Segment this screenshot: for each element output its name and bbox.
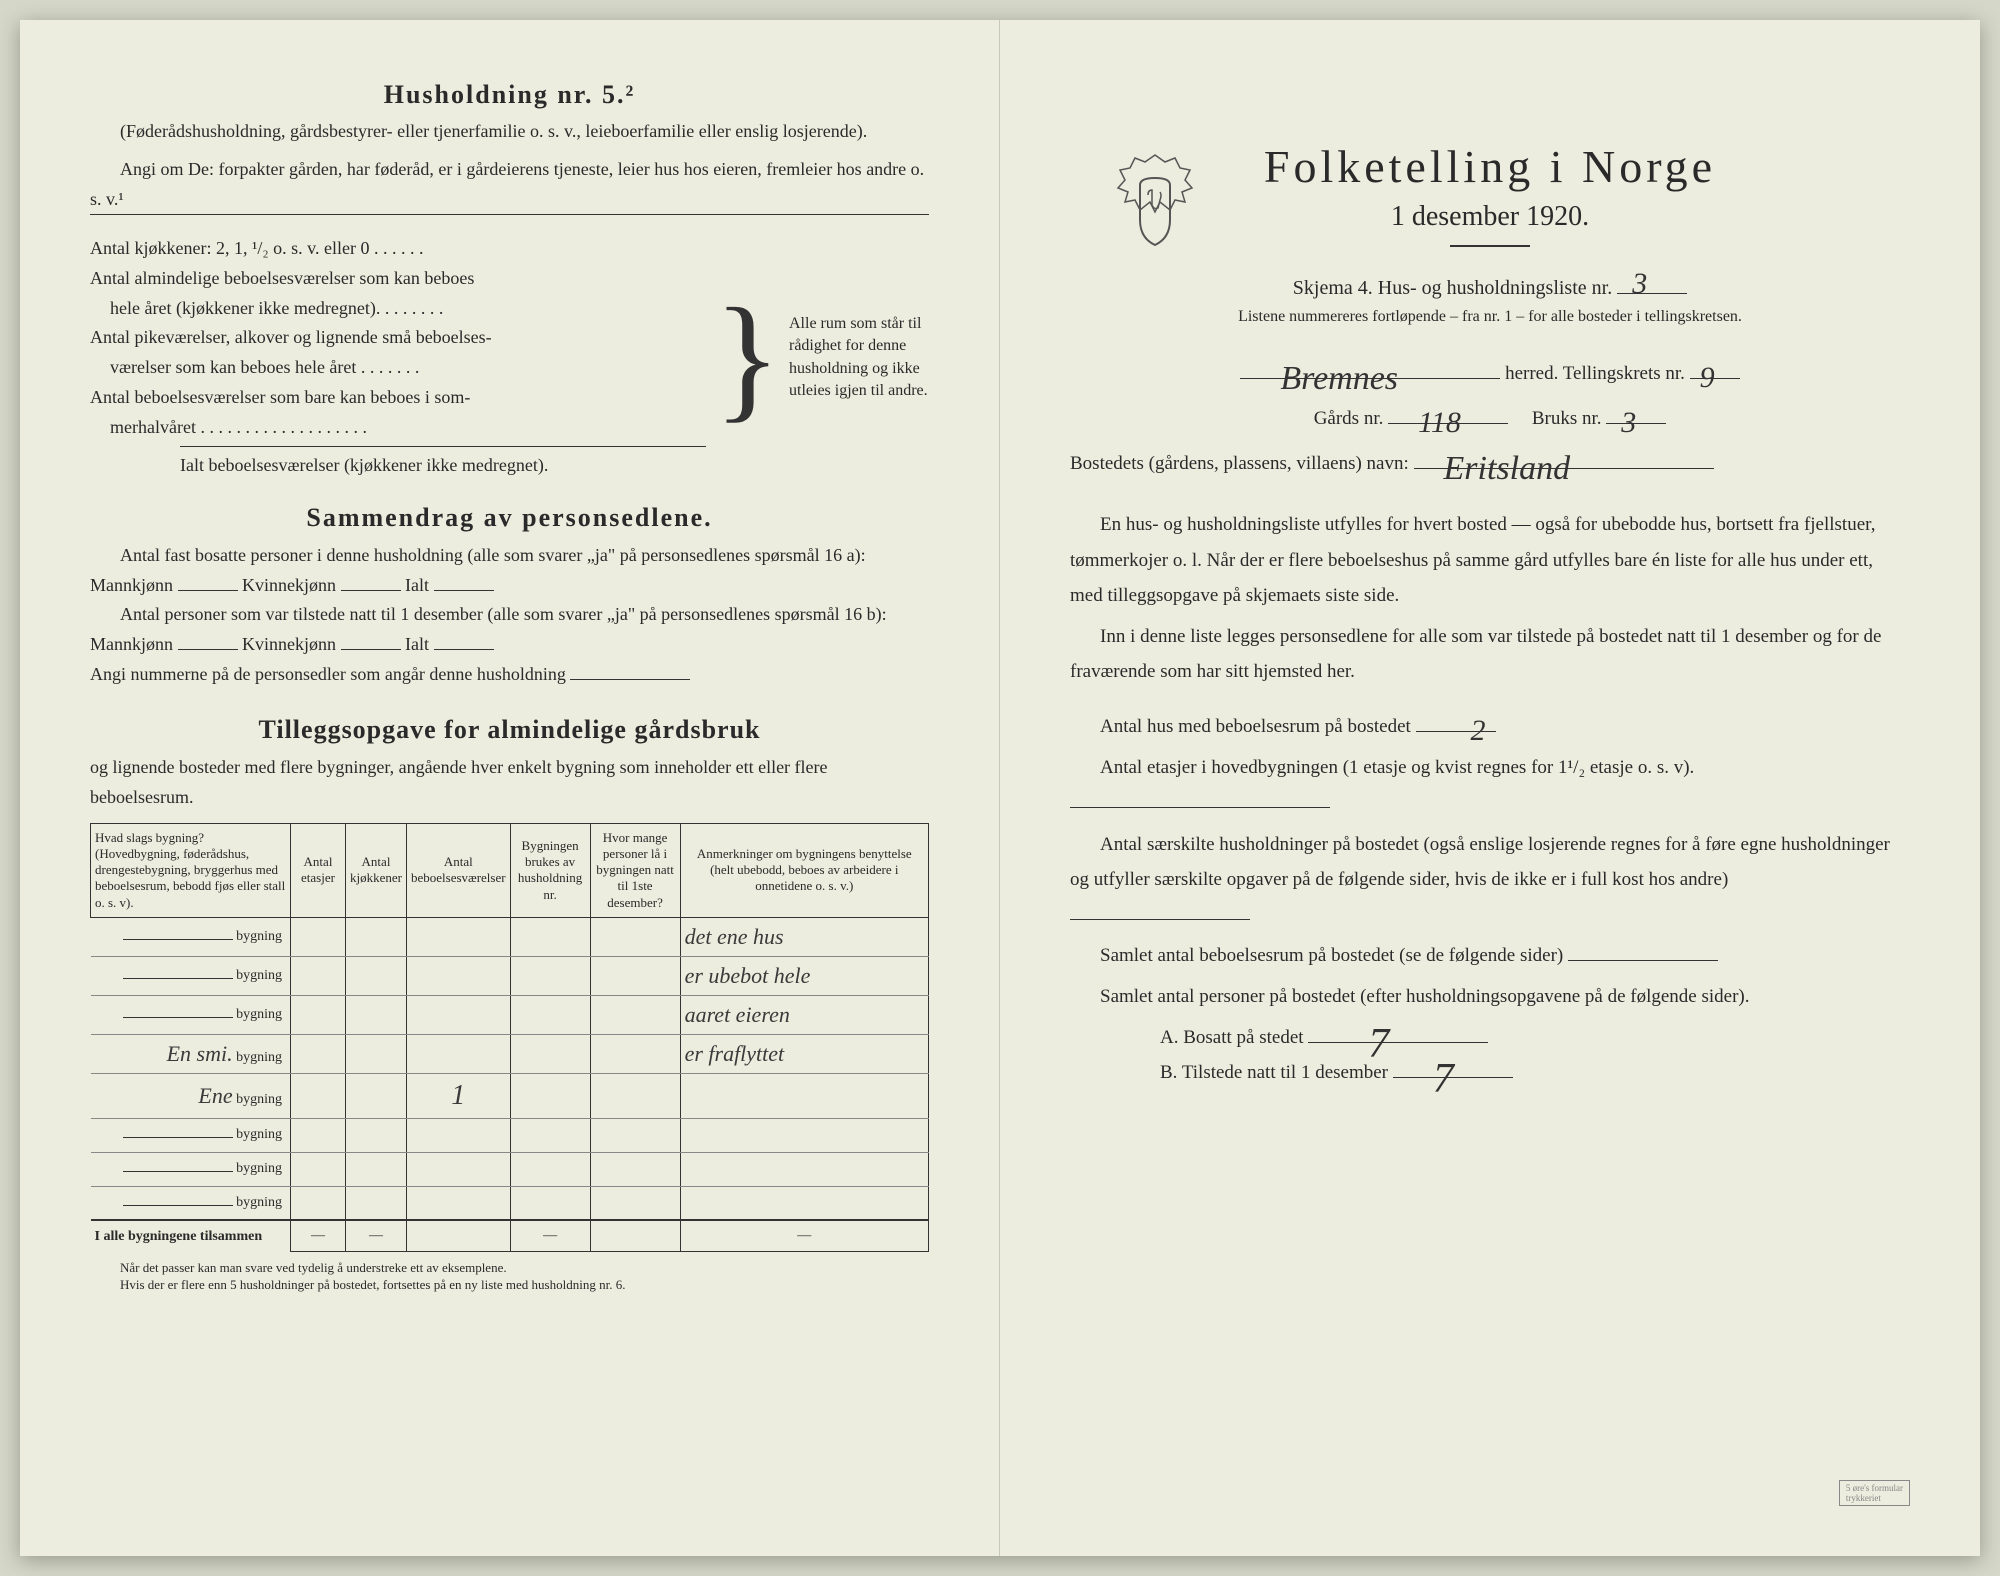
printer-stamp: 5 øre's formulartrykkeriet [1839,1480,1910,1506]
hw-tilstede: 7 [1433,1041,1454,1119]
document-spread: Husholdning nr. 5.² (Føderådshusholdning… [20,20,1980,1556]
col-brukes: Bygningen brukes av husholdning nr. [510,823,590,917]
hw-bosted: Eritsland [1444,438,1571,501]
angi-nummerne: Angi nummerne på de personsedler som ang… [90,660,929,690]
hw-note-2: er ubebot hele [680,956,928,995]
col-etasjer: Antal etasjer [291,823,346,917]
hw-antal-hus: 2 [1441,703,1486,759]
para-1: En hus- og husholdningsliste utfylles fo… [1070,507,1910,612]
sommer-1: Antal beboelsesværelser som bare kan beb… [90,383,706,413]
samlet-pers-line: Samlet antal personer på bostedet (efter… [1070,979,1910,1014]
bosted-line: Bostedets (gårdens, plassens, villaens) … [1070,446,1910,481]
alm-rooms-1: Antal almindelige beboelsesværelser som … [90,264,706,294]
brace-icon: } [714,295,781,421]
hw-row5-col4: 1 [406,1073,510,1118]
antal-hus-line: Antal hus med beboelsesrum på bostedet 2 [1070,709,1910,744]
pike-rooms-2: værelser som kan beboes hele året . . . … [90,353,706,383]
sub-note: Listene nummereres fortløpende – fra nr.… [1070,308,1910,326]
rooms-block: Antal kjøkkener: 2, 1, ¹/₂ o. s. v. elle… [90,234,929,481]
hw-row5: Ene [198,1083,232,1108]
total-row-label: I alle bygningene tilsammen [91,1220,291,1251]
sammen-p2: Antal personer som var tilstede natt til… [90,600,929,659]
brace-text: Alle rum som står til rådighet for denne… [789,313,929,403]
hw-note-3: aaret eieren [680,995,928,1034]
right-page: Folketelling i Norge 1 desember 1920. Sk… [1000,20,1980,1556]
building-table: Hvad slags bygning? (Hovedbygning, føder… [90,823,929,1252]
pike-rooms-1: Antal pikeværelser, alkover og lignende … [90,323,706,353]
col-anmerk: Anmerkninger om bygningens benyttelse (h… [680,823,928,917]
coat-of-arms-icon [1110,150,1200,260]
col-kjokkener: Antal kjøkkener [346,823,407,917]
antal-hush-line: Antal særskilte husholdninger på bostede… [1070,827,1910,932]
angi-om-text: Angi om De: forpakter gården, har føderå… [90,155,929,214]
col-vaerelser: Antal beboelsesværelser [406,823,510,917]
tillegg-sub: og lignende bosteder med flere bygninger… [90,753,929,812]
hw-bruks: 3 [1621,395,1636,451]
husholdning-title: Husholdning nr. 5.² [90,80,929,110]
hw-skjema-nr: 3 [1632,267,1647,301]
ialt-line: Ialt beboelsesværelser (kjøkkener ikke m… [90,451,706,481]
sammendrag-title: Sammendrag av personsedlene. [90,503,929,533]
footnote: Når det passer kan man svare ved tydelig… [90,1260,929,1294]
skjema-line: Skjema 4. Hus- og husholdningsliste nr. … [1070,277,1910,300]
alm-rooms-2: hele året (kjøkkener ikke medregnet). . … [90,294,706,324]
col-personer: Hvor mange personer lå i bygningen natt … [590,823,680,917]
col-bygning: Hvad slags bygning? (Hovedbygning, føder… [91,823,291,917]
para-2: Inn i denne liste legges personsedlene f… [1070,619,1910,689]
hw-bosatt: 7 [1368,1006,1389,1084]
hw-note-1: det ene hus [680,917,928,956]
hw-note-4: er fraflyttet [680,1034,928,1073]
herred-line: Bremnes herred. Tellingskrets nr. 9 [1070,356,1910,391]
bosatt-line: A. Bosatt på stedet 7 [1070,1020,1910,1055]
sammen-p1: Antal fast bosatte personer i denne hush… [90,541,929,600]
gards-line: Gårds nr. 118 Bruks nr. 3 [1070,401,1910,436]
husholdning-subtitle: (Føderådshusholdning, gårdsbestyrer- ell… [90,118,929,145]
kjokken-line: Antal kjøkkener: 2, 1, ¹/₂ o. s. v. elle… [90,234,706,264]
hw-row4: En smi. [167,1041,233,1066]
tilstede-line: B. Tilstede natt til 1 desember 7 [1070,1055,1910,1090]
tillegg-title: Tilleggsopgave for almindelige gårdsbruk [90,715,929,745]
sommer-2: merhalvåret . . . . . . . . . . . . . . … [90,413,706,443]
samlet-rum-line: Samlet antal beboelsesrum på bostedet (s… [1070,938,1910,973]
hw-herred: Bremnes [1280,348,1398,411]
left-page: Husholdning nr. 5.² (Føderådshusholdning… [20,20,1000,1556]
title-rule [1450,245,1530,247]
hw-krets: 9 [1700,350,1715,406]
antal-etasjer-line: Antal etasjer i hovedbygningen (1 etasje… [1070,750,1910,820]
